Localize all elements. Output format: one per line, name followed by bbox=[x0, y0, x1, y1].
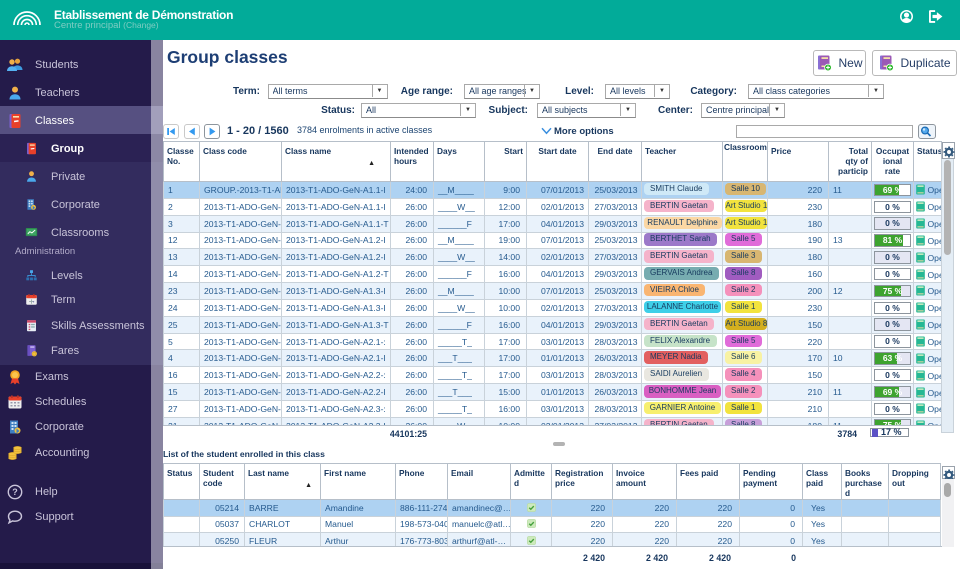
svg-text:?: ? bbox=[12, 487, 18, 497]
